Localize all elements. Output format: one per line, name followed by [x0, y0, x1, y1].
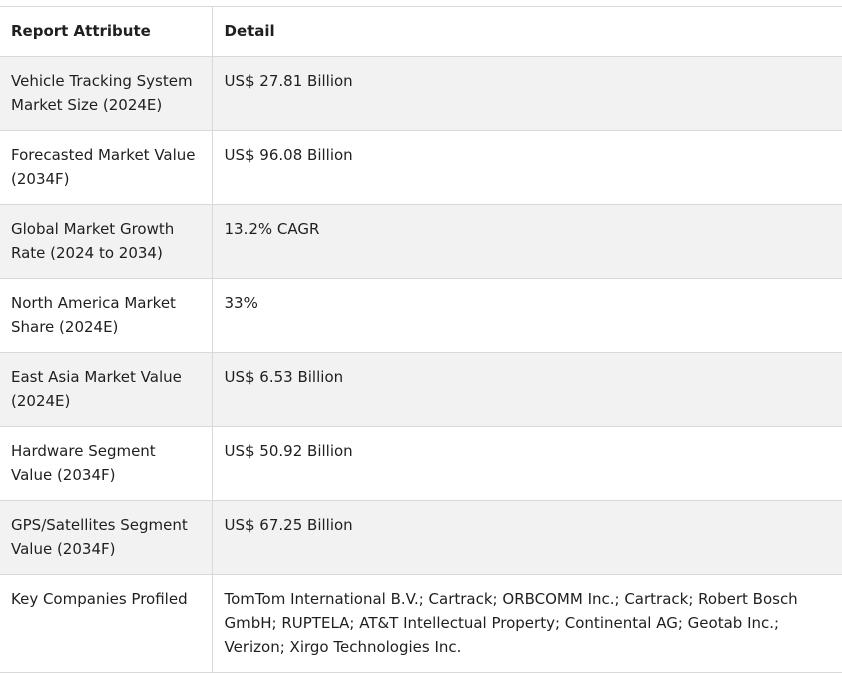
attribute-cell: GPS/Satellites Segment Value (2034F) [0, 500, 212, 575]
attribute-cell: Key Companies Profiled [0, 574, 212, 673]
table-row: GPS/Satellites Segment Value (2034F) US$… [0, 500, 842, 575]
attribute-cell: North America Market Share (2024E) [0, 278, 212, 353]
table-row: Forecasted Market Value (2034F) US$ 96.0… [0, 130, 842, 205]
table-row: Vehicle Tracking System Market Size (202… [0, 56, 842, 131]
detail-cell: US$ 67.25 Billion [211, 500, 842, 575]
table-row: East Asia Market Value (2024E) US$ 6.53 … [0, 352, 842, 427]
report-attributes-table: Report Attribute Detail Vehicle Tracking… [0, 6, 842, 673]
detail-cell: 33% [211, 278, 842, 353]
table-row: North America Market Share (2024E) 33% [0, 278, 842, 353]
detail-cell: US$ 27.81 Billion [211, 56, 842, 131]
attribute-cell: Global Market Growth Rate (2024 to 2034) [0, 204, 212, 279]
detail-cell: 13.2% CAGR [211, 204, 842, 279]
table-row: Key Companies Profiled TomTom Internatio… [0, 574, 842, 673]
detail-cell: TomTom International B.V.; Cartrack; ORB… [211, 574, 842, 673]
attribute-cell: Vehicle Tracking System Market Size (202… [0, 56, 212, 131]
table-row: Hardware Segment Value (2034F) US$ 50.92… [0, 426, 842, 501]
detail-cell: US$ 6.53 Billion [211, 352, 842, 427]
header-detail: Detail [211, 6, 842, 57]
table-row: Global Market Growth Rate (2024 to 2034)… [0, 204, 842, 279]
attribute-cell: Hardware Segment Value (2034F) [0, 426, 212, 501]
detail-cell: US$ 96.08 Billion [211, 130, 842, 205]
header-report-attribute: Report Attribute [0, 6, 212, 57]
table-header-row: Report Attribute Detail [0, 6, 842, 57]
attribute-cell: East Asia Market Value (2024E) [0, 352, 212, 427]
attribute-cell: Forecasted Market Value (2034F) [0, 130, 212, 205]
detail-cell: US$ 50.92 Billion [211, 426, 842, 501]
